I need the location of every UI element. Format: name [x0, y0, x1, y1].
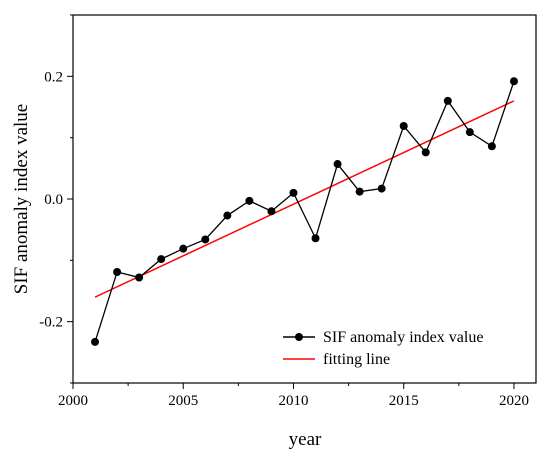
x-tick-label: 2020 — [499, 393, 529, 409]
fitting-line — [94, 100, 515, 298]
ticks: 2000 2005 2010 2015 2020 -0.2 0.0 0.2 — [39, 14, 529, 409]
sif-data-point — [443, 96, 452, 105]
sif-data-point — [509, 77, 518, 86]
series — [91, 77, 518, 346]
x-tick-label: 2010 — [278, 393, 308, 409]
x-axis-title: year — [289, 429, 322, 450]
sif-data-point — [157, 255, 166, 264]
x-tick-label: 2000 — [58, 393, 88, 409]
sif-data-point — [135, 273, 144, 282]
sif-data-point — [91, 337, 100, 346]
sif-data-point — [377, 184, 386, 193]
legend-marker-sif — [295, 333, 303, 341]
sif-data-point — [421, 148, 430, 157]
sif-data-point — [289, 188, 298, 197]
sif-data-point — [487, 142, 496, 151]
legend-label-sif: SIF anomaly index value — [323, 329, 483, 346]
sif-data-point — [113, 267, 122, 276]
sif-data-point — [245, 196, 254, 205]
sif-data-point — [201, 235, 210, 244]
sif-data-point — [179, 244, 188, 253]
sif-series-line — [94, 81, 515, 343]
legend: SIF anomaly index value fitting line — [276, 316, 531, 378]
sif-data-point — [399, 122, 408, 131]
sif-data-point — [355, 187, 364, 196]
legend-box — [276, 316, 531, 378]
x-tick-label: 2015 — [389, 393, 419, 409]
sif-data-point — [333, 160, 342, 169]
y-tick-label: 0.0 — [44, 192, 63, 208]
y-tick-label: 0.2 — [44, 69, 63, 85]
x-tick-label: 2005 — [168, 393, 198, 409]
legend-label-fit: fitting line — [323, 351, 390, 368]
sif-data-point — [311, 234, 320, 243]
sif-data-point — [223, 211, 232, 220]
y-axis-title: SIF anomaly index value — [11, 104, 32, 295]
sif-data-point — [465, 128, 474, 137]
sif-data-point — [267, 207, 276, 216]
y-tick-label: -0.2 — [39, 315, 63, 331]
